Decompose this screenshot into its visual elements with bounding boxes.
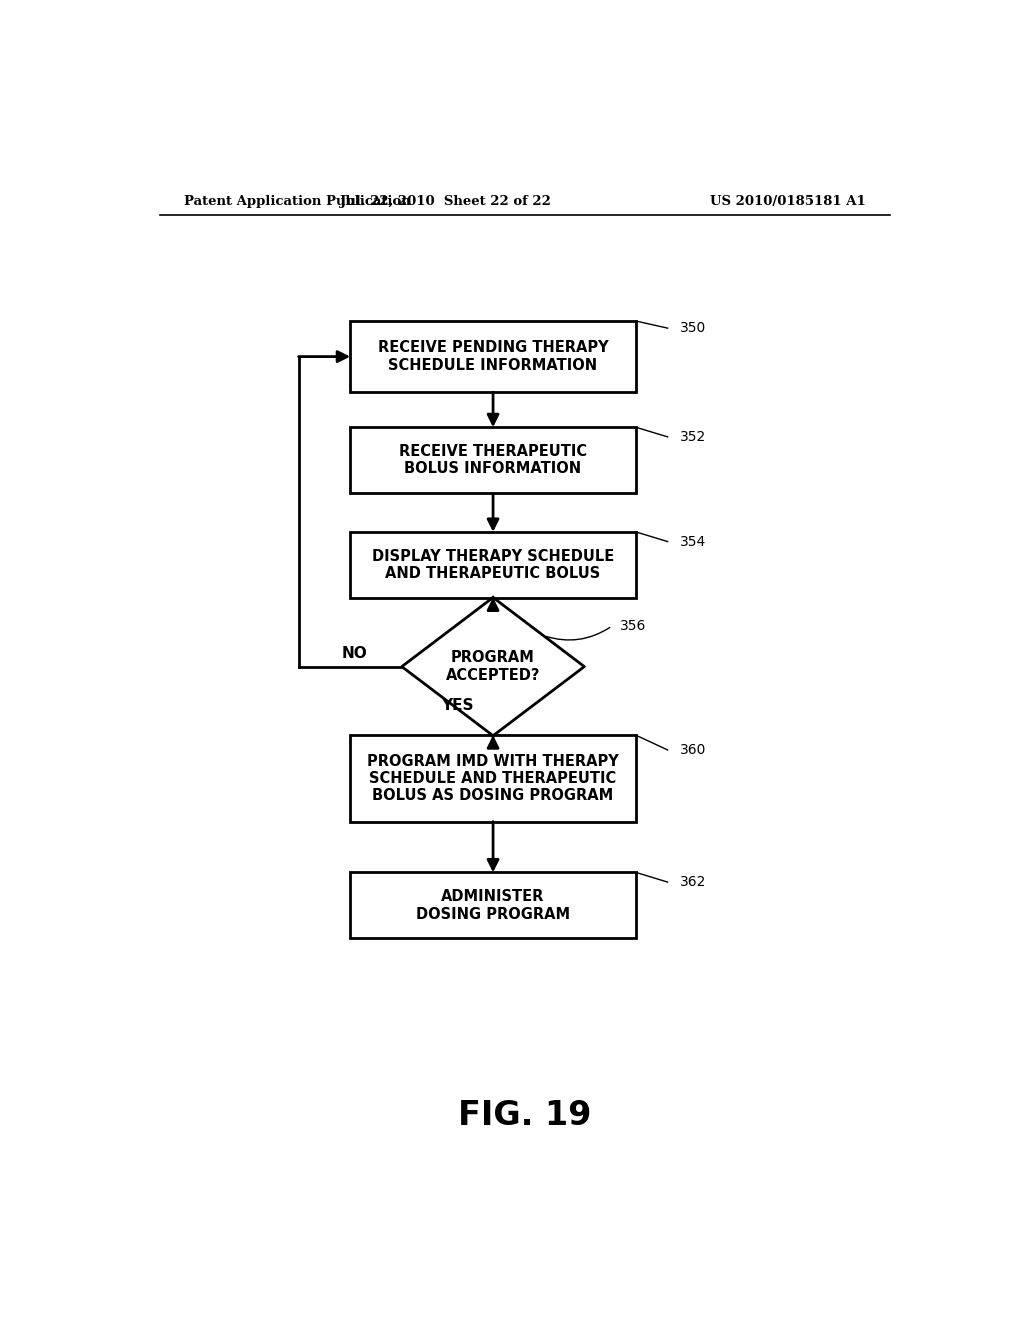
Text: ADMINISTER
DOSING PROGRAM: ADMINISTER DOSING PROGRAM — [416, 890, 570, 921]
Text: PROGRAM
ACCEPTED?: PROGRAM ACCEPTED? — [445, 651, 541, 682]
Text: NO: NO — [341, 645, 367, 661]
Bar — [350, 873, 636, 939]
Bar — [350, 321, 636, 392]
Text: Patent Application Publication: Patent Application Publication — [183, 194, 411, 207]
Bar — [350, 428, 636, 494]
Text: RECEIVE THERAPEUTIC
BOLUS INFORMATION: RECEIVE THERAPEUTIC BOLUS INFORMATION — [399, 444, 587, 477]
Text: 360: 360 — [680, 743, 706, 756]
Text: 362: 362 — [680, 875, 706, 890]
Text: Jul. 22, 2010  Sheet 22 of 22: Jul. 22, 2010 Sheet 22 of 22 — [340, 194, 551, 207]
Text: 352: 352 — [680, 430, 706, 444]
Text: RECEIVE PENDING THERAPY
SCHEDULE INFORMATION: RECEIVE PENDING THERAPY SCHEDULE INFORMA… — [378, 341, 608, 372]
Bar — [350, 735, 636, 821]
Text: YES: YES — [441, 698, 473, 713]
Text: FIG. 19: FIG. 19 — [458, 1100, 592, 1133]
Text: 350: 350 — [680, 321, 706, 335]
Text: US 2010/0185181 A1: US 2010/0185181 A1 — [711, 194, 866, 207]
Text: DISPLAY THERAPY SCHEDULE
AND THERAPEUTIC BOLUS: DISPLAY THERAPY SCHEDULE AND THERAPEUTIC… — [372, 549, 614, 581]
Text: 354: 354 — [680, 535, 706, 549]
Bar — [350, 532, 636, 598]
Text: 356: 356 — [620, 619, 646, 634]
Text: PROGRAM IMD WITH THERAPY
SCHEDULE AND THERAPEUTIC
BOLUS AS DOSING PROGRAM: PROGRAM IMD WITH THERAPY SCHEDULE AND TH… — [368, 754, 618, 804]
